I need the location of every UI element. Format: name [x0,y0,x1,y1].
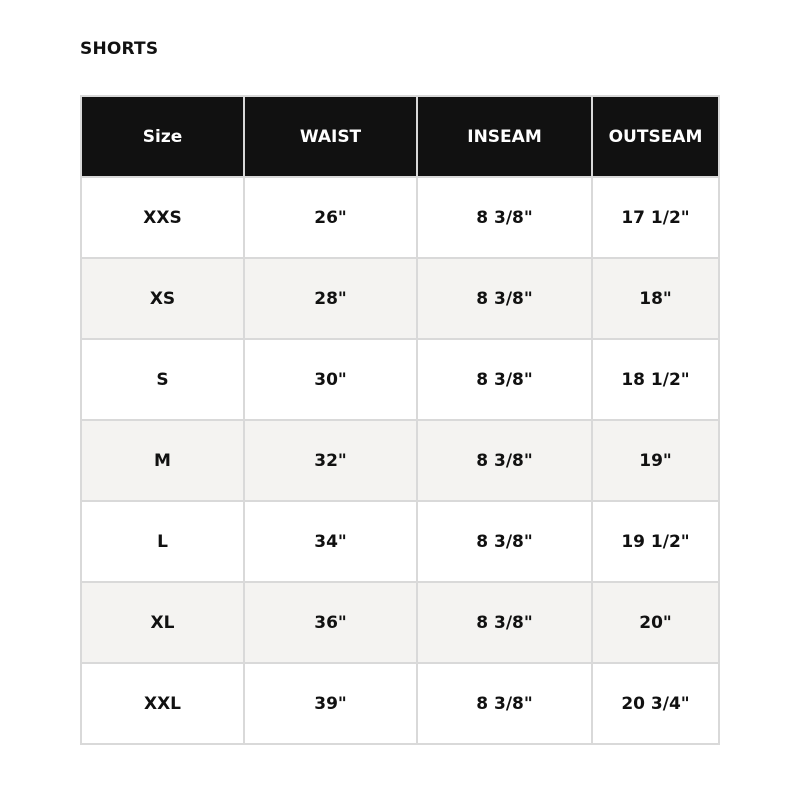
size-cell: M [80,419,245,502]
waist-cell: 34" [243,500,418,583]
outseam-cell: 20 3/4" [591,662,720,745]
size-chart-table: Size WAIST INSEAM OUTSEAM XXS 26" 8 3/8" 17… [80,95,720,745]
header-size: Size [80,95,245,178]
inseam-cell: 8 3/8" [416,338,593,421]
size-cell: S [80,338,245,421]
header-outseam: OUTSEAM [591,95,720,178]
header-row: Size WAIST INSEAM OUTSEAM [80,95,720,178]
size-cell: XL [80,581,245,664]
inseam-cell: 8 3/8" [416,257,593,340]
table-row: XXS 26" 8 3/8" 17 1/2" [80,176,720,259]
waist-cell: 39" [243,662,418,745]
inseam-cell: 8 3/8" [416,419,593,502]
waist-cell: 26" [243,176,418,259]
waist-cell: 30" [243,338,418,421]
outseam-cell: 19" [591,419,720,502]
size-cell: XXL [80,662,245,745]
table-row: XXL 39" 8 3/8" 20 3/4" [80,662,720,745]
outseam-cell: 18" [591,257,720,340]
outseam-cell: 20" [591,581,720,664]
inseam-cell: 8 3/8" [416,581,593,664]
table-row: S 30" 8 3/8" 18 1/2" [80,338,720,421]
outseam-cell: 18 1/2" [591,338,720,421]
size-cell: XS [80,257,245,340]
waist-cell: 36" [243,581,418,664]
table-row: XL 36" 8 3/8" 20" [80,581,720,664]
waist-cell: 32" [243,419,418,502]
size-cell: L [80,500,245,583]
size-cell: XXS [80,176,245,259]
header-waist: WAIST [243,95,418,178]
inseam-cell: 8 3/8" [416,500,593,583]
header-inseam: INSEAM [416,95,593,178]
inseam-cell: 8 3/8" [416,176,593,259]
table-row: L 34" 8 3/8" 19 1/2" [80,500,720,583]
outseam-cell: 19 1/2" [591,500,720,583]
outseam-cell: 17 1/2" [591,176,720,259]
table-row: M 32" 8 3/8" 19" [80,419,720,502]
waist-cell: 28" [243,257,418,340]
inseam-cell: 8 3/8" [416,662,593,745]
table-row: XS 28" 8 3/8" 18" [80,257,720,340]
page-title: SHORTS [80,39,159,59]
